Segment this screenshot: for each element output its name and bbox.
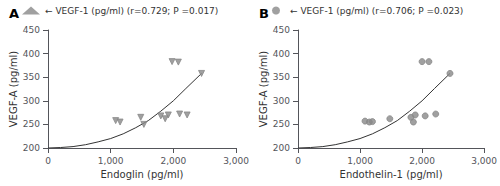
svg-text:← VEGF-1 (pg/ml) (r=0.729; P =: ← VEGF-1 (pg/ml) (r=0.729; P =0.017): [45, 6, 218, 16]
svg-text:300: 300: [273, 96, 290, 106]
svg-text:2,000: 2,000: [409, 156, 435, 166]
svg-text:200: 200: [273, 143, 290, 153]
svg-text:0: 0: [295, 156, 301, 166]
svg-text:3,000: 3,000: [471, 156, 497, 166]
svg-text:Endoglin (pg/ml): Endoglin (pg/ml): [101, 169, 184, 180]
svg-text:VEGF-A (pg/ml): VEGF-A (pg/ml): [8, 51, 19, 128]
svg-text:300: 300: [23, 96, 40, 106]
svg-text:0: 0: [45, 156, 51, 166]
svg-text:400: 400: [23, 49, 40, 59]
svg-text:200: 200: [23, 143, 40, 153]
svg-text:A: A: [9, 6, 19, 21]
svg-text:2,000: 2,000: [160, 156, 186, 166]
svg-text:450: 450: [23, 25, 40, 35]
svg-text:3,000: 3,000: [223, 156, 249, 166]
svg-text:450: 450: [273, 25, 290, 35]
svg-text:1,000: 1,000: [98, 156, 124, 166]
svg-text:350: 350: [23, 72, 40, 82]
svg-text:350: 350: [273, 72, 290, 82]
svg-text:250: 250: [273, 119, 290, 129]
svg-text:B: B: [259, 6, 269, 21]
svg-text:← VEGF-1 (pg/ml) (r=0.706; P =: ← VEGF-1 (pg/ml) (r=0.706; P =0.023): [290, 6, 463, 16]
svg-text:400: 400: [273, 49, 290, 59]
svg-text:VEGF-A (pg/ml): VEGF-A (pg/ml): [258, 51, 269, 128]
svg-text:250: 250: [23, 119, 40, 129]
svg-text:Endothelin-1 (pg/ml): Endothelin-1 (pg/ml): [340, 169, 443, 180]
svg-text:1,000: 1,000: [347, 156, 373, 166]
